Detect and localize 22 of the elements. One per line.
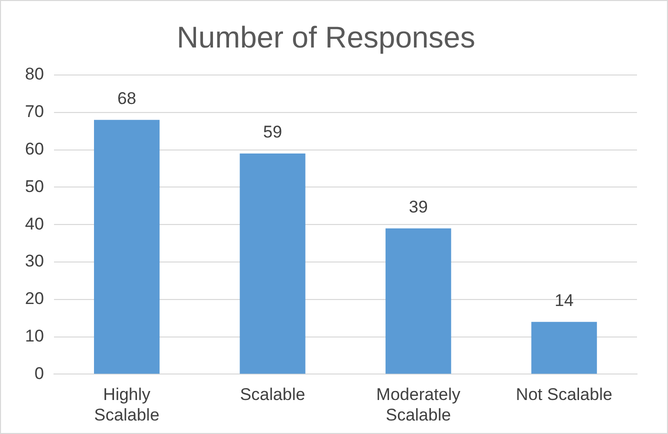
x-tick-label: Highly Scalable — [94, 385, 160, 424]
y-tick-label: 40 — [24, 214, 44, 234]
y-tick-label: 30 — [24, 252, 44, 271]
y-tick-label: 10 — [24, 326, 44, 346]
bar — [94, 120, 160, 374]
bar — [240, 154, 306, 374]
chart-title: Number of Responses — [176, 21, 476, 54]
x-tick-label: Not Scalable — [516, 385, 612, 404]
data-label: 59 — [263, 122, 282, 142]
data-label: 68 — [117, 89, 136, 108]
x-tick-label: Moderately Scalable — [376, 385, 461, 424]
y-tick-label: 20 — [24, 289, 44, 308]
y-tick-label: 60 — [24, 139, 44, 158]
y-tick-label: 70 — [24, 102, 44, 122]
y-tick-label: 80 — [24, 64, 44, 84]
data-label: 39 — [408, 198, 428, 217]
y-tick-label: 0 — [34, 364, 44, 383]
bar — [386, 228, 452, 374]
y-tick-label: 50 — [24, 176, 44, 196]
data-label: 14 — [554, 291, 574, 310]
x-tick-label: Scalable — [240, 385, 306, 404]
bar — [531, 322, 597, 374]
